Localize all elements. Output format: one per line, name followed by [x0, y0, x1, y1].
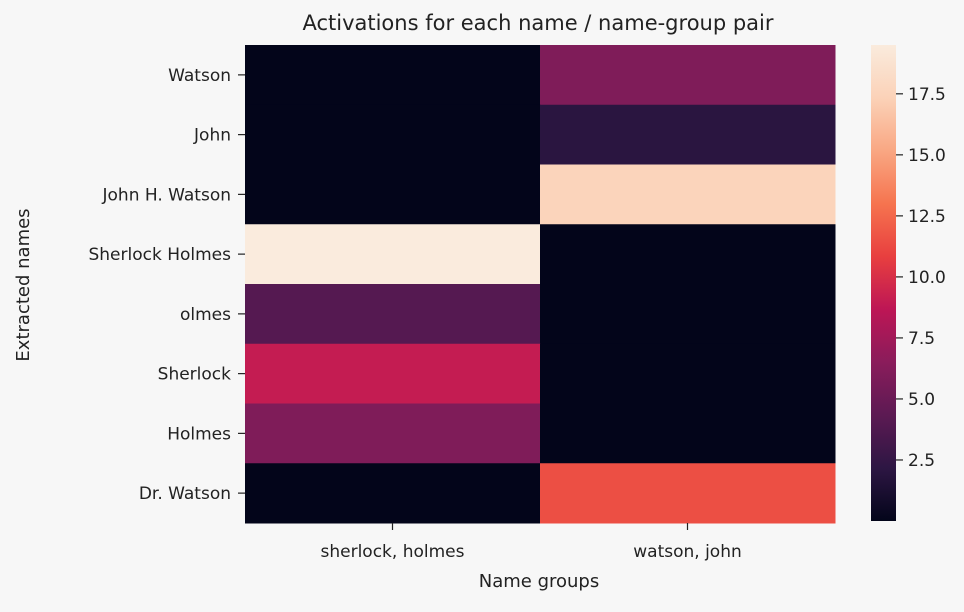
heatmap-cell: [540, 463, 836, 524]
x-axis: sherlock, holmes watson, john: [321, 523, 742, 562]
heatmap-cell: [245, 403, 541, 464]
y-tick-label: Holmes: [167, 424, 231, 444]
heatmap-cells: [245, 45, 836, 524]
heatmap-cell: [540, 343, 836, 404]
colorbar-tick-label: 2.5: [908, 451, 935, 471]
heatmap-cell: [540, 403, 836, 464]
y-axis-label: Extracted names: [13, 208, 34, 361]
heatmap-cell: [540, 164, 836, 225]
y-axis: Watson John John H. Watson Sherlock Holmes o…: [88, 66, 245, 504]
colorbar-tick-label: 12.5: [908, 207, 946, 227]
colorbar: [871, 45, 896, 521]
colorbar-tick-label: 5.0: [908, 390, 935, 410]
colorbar-axis: 2.5 5.0 7.5 10.0 12.5 15.0 17.5: [896, 85, 946, 471]
y-tick-label: Sherlock: [158, 365, 231, 385]
heatmap-cell: [245, 284, 541, 345]
heatmap-cell: [540, 284, 836, 345]
heatmap-cell: [540, 104, 836, 165]
colorbar-tick-label: 10.0: [908, 268, 946, 288]
y-tick-label: John H. Watson: [102, 185, 232, 205]
x-tick-label: watson, john: [633, 542, 742, 562]
heatmap-cell: [245, 343, 541, 404]
heatmap-cell: [245, 104, 541, 165]
heatmap-cell: [245, 45, 541, 106]
y-tick-label: Sherlock Holmes: [88, 245, 231, 265]
y-tick-label: John: [193, 126, 231, 146]
colorbar-tick-label: 17.5: [908, 85, 946, 105]
colorbar-tick-label: 15.0: [908, 146, 946, 166]
heatmap-cell: [540, 45, 836, 106]
colorbar-tick-label: 7.5: [908, 329, 935, 349]
chart-title: Activations for each name / name-group p…: [302, 11, 773, 35]
y-tick-label: olmes: [180, 305, 231, 325]
heatmap-cell: [540, 224, 836, 285]
heatmap-cell: [245, 224, 541, 285]
x-axis-label: Name groups: [479, 571, 599, 592]
heatmap-cell: [245, 164, 541, 225]
y-tick-label: Watson: [168, 66, 231, 86]
heatmap-cell: [245, 463, 541, 524]
y-tick-label: Dr. Watson: [139, 484, 231, 504]
x-tick-label: sherlock, holmes: [321, 542, 465, 562]
